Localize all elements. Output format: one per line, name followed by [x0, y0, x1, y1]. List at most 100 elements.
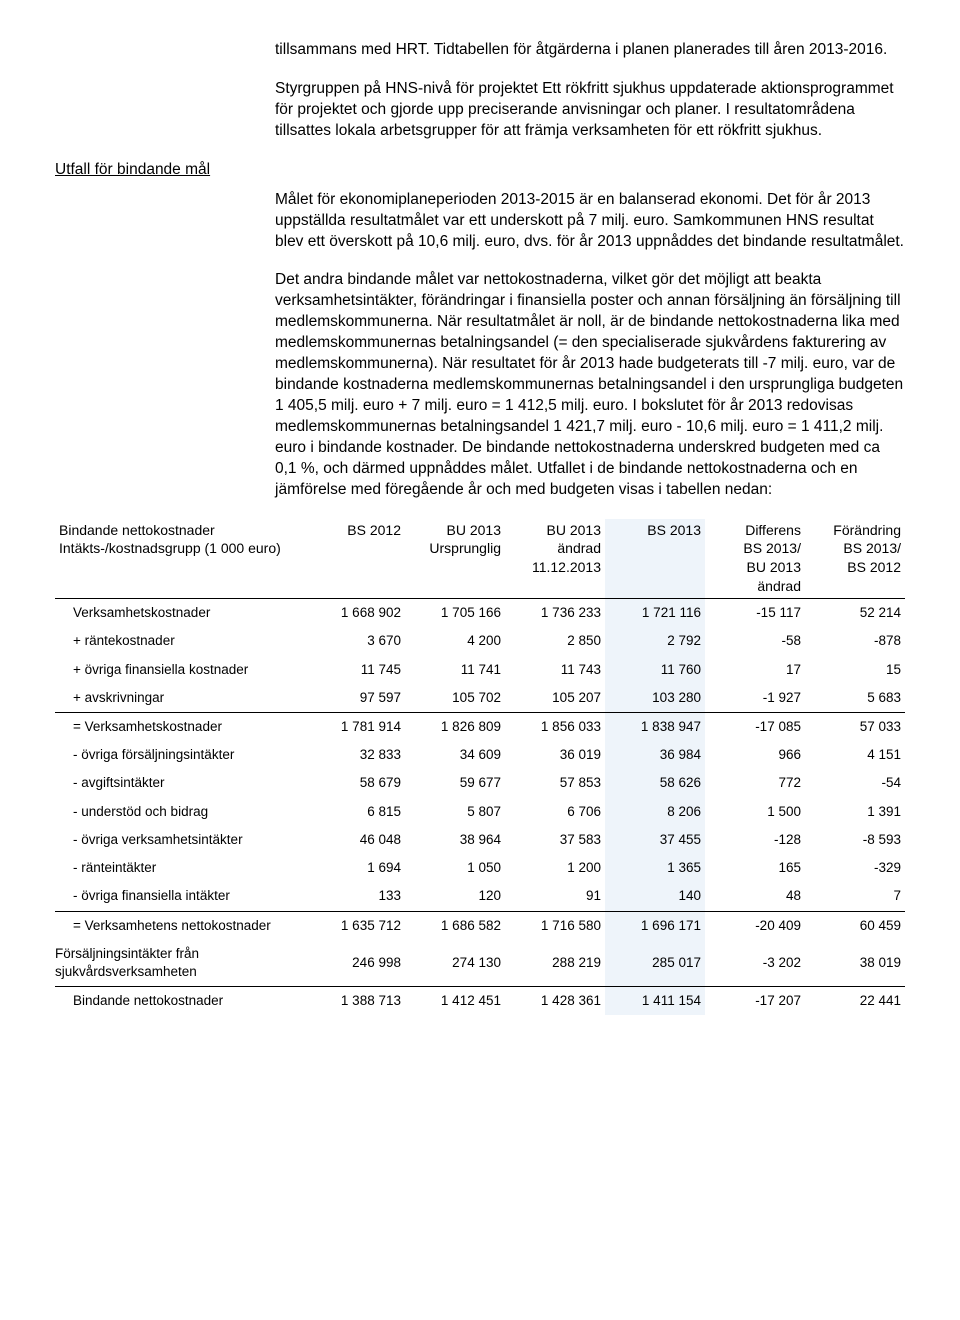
- row-label: = Verksamhetskostnader: [55, 713, 305, 742]
- row-value: 6 706: [505, 798, 605, 826]
- header-forandring: Förändring BS 2013/ BS 2012: [805, 519, 905, 599]
- row-value: -329: [805, 854, 905, 882]
- row-value: -8 593: [805, 826, 905, 854]
- row-value: 1 694: [305, 854, 405, 882]
- row-label: + räntekostnader: [55, 627, 305, 655]
- row-value: 60 459: [805, 911, 905, 940]
- row-label: - understöd och bidrag: [55, 798, 305, 826]
- table-row: - avgiftsintäkter58 67959 67757 85358 62…: [55, 769, 905, 797]
- row-value: 34 609: [405, 741, 505, 769]
- table-row: - understöd och bidrag6 8155 8076 7068 2…: [55, 798, 905, 826]
- header-label: Bindande nettokostnader Intäkts-/kostnad…: [55, 519, 305, 599]
- row-value: 58 626: [605, 769, 705, 797]
- row-value: 59 677: [405, 769, 505, 797]
- row-value: 1 696 171: [605, 911, 705, 940]
- table-row: + räntekostnader3 6704 2002 8502 792-58-…: [55, 627, 905, 655]
- table-row: Försäljningsintäkter från sjukvårdsverks…: [55, 940, 905, 987]
- row-value: 1 856 033: [505, 713, 605, 742]
- row-value: 6 815: [305, 798, 405, 826]
- paragraph-4: Det andra bindande målet var nettokostna…: [275, 270, 905, 500]
- row-value: 17: [705, 656, 805, 684]
- row-value: 8 206: [605, 798, 705, 826]
- row-label: + avskrivningar: [55, 684, 305, 713]
- row-value: 246 998: [305, 940, 405, 987]
- row-value: 1 668 902: [305, 599, 405, 628]
- row-value: 772: [705, 769, 805, 797]
- row-value: 15: [805, 656, 905, 684]
- row-value: -3 202: [705, 940, 805, 987]
- row-value: 1 721 116: [605, 599, 705, 628]
- table-row: - övriga verksamhetsintäkter46 04838 964…: [55, 826, 905, 854]
- header-bs2012: BS 2012: [305, 519, 405, 599]
- row-label: - övriga försäljningsintäkter: [55, 741, 305, 769]
- row-value: 140: [605, 882, 705, 911]
- row-value: 1 635 712: [305, 911, 405, 940]
- row-label: Försäljningsintäkter från sjukvårdsverks…: [55, 940, 305, 987]
- row-value: 4 200: [405, 627, 505, 655]
- row-value: 11 743: [505, 656, 605, 684]
- row-value: -20 409: [705, 911, 805, 940]
- row-value: 32 833: [305, 741, 405, 769]
- row-value: 91: [505, 882, 605, 911]
- row-value: 22 441: [805, 987, 905, 1016]
- row-value: 133: [305, 882, 405, 911]
- row-label: - avgiftsintäkter: [55, 769, 305, 797]
- row-value: 46 048: [305, 826, 405, 854]
- row-value: 37 583: [505, 826, 605, 854]
- table-row: + övriga finansiella kostnader11 74511 7…: [55, 656, 905, 684]
- row-value: 11 741: [405, 656, 505, 684]
- row-value: 1 838 947: [605, 713, 705, 742]
- row-value: 48: [705, 882, 805, 911]
- row-value: 1 705 166: [405, 599, 505, 628]
- row-value: 1 716 580: [505, 911, 605, 940]
- row-value: 966: [705, 741, 805, 769]
- row-value: 1 826 809: [405, 713, 505, 742]
- header-bu2013-andrad: BU 2013 ändrad 11.12.2013: [505, 519, 605, 599]
- row-label: Bindande nettokostnader: [55, 987, 305, 1016]
- row-value: 105 207: [505, 684, 605, 713]
- paragraph-1: tillsammans med HRT. Tidtabellen för åtg…: [275, 40, 905, 61]
- row-value: 3 670: [305, 627, 405, 655]
- row-value: 1 686 582: [405, 911, 505, 940]
- table-row: = Verksamhetskostnader1 781 9141 826 809…: [55, 713, 905, 742]
- table-body: Verksamhetskostnader1 668 9021 705 166 1 …: [55, 599, 905, 1016]
- row-value: 11 760: [605, 656, 705, 684]
- row-value: 38 019: [805, 940, 905, 987]
- row-value: -17 207: [705, 987, 805, 1016]
- row-value: 36 019: [505, 741, 605, 769]
- row-value: -17 085: [705, 713, 805, 742]
- table-row: - övriga försäljningsintäkter32 83334 60…: [55, 741, 905, 769]
- row-value: -878: [805, 627, 905, 655]
- row-value: 1 781 914: [305, 713, 405, 742]
- row-label: Verksamhetskostnader: [55, 599, 305, 628]
- header-bu2013-ursprung: BU 2013 Ursprunglig: [405, 519, 505, 599]
- row-value: 1 200: [505, 854, 605, 882]
- row-value: 274 130: [405, 940, 505, 987]
- row-value: 1 388 713: [305, 987, 405, 1016]
- table-row: + avskrivningar97 597105 702105 207103 2…: [55, 684, 905, 713]
- row-label: = Verksamhetens nettokostnader: [55, 911, 305, 940]
- row-value: 2 850: [505, 627, 605, 655]
- row-value: 4 151: [805, 741, 905, 769]
- row-value: 97 597: [305, 684, 405, 713]
- row-value: 58 679: [305, 769, 405, 797]
- row-value: 288 219: [505, 940, 605, 987]
- row-value: 11 745: [305, 656, 405, 684]
- paragraph-3: Målet för ekonomiplaneperioden 2013-2015…: [275, 190, 905, 253]
- table-row: - ränteintäkter1 6941 0501 2001 365165-3…: [55, 854, 905, 882]
- row-label: - övriga verksamhetsintäkter: [55, 826, 305, 854]
- row-value: 1 365: [605, 854, 705, 882]
- row-value: -54: [805, 769, 905, 797]
- row-value: 57 853: [505, 769, 605, 797]
- row-value: -15 117: [705, 599, 805, 628]
- row-value: 57 033: [805, 713, 905, 742]
- row-value: 36 984: [605, 741, 705, 769]
- row-value: 120: [405, 882, 505, 911]
- side-heading-utfall: Utfall för bindande mål: [55, 160, 210, 181]
- row-label: - övriga finansiella intäkter: [55, 882, 305, 911]
- row-value: -128: [705, 826, 805, 854]
- row-value: 1 411 154: [605, 987, 705, 1016]
- paragraph-2: Styrgruppen på HNS-nivå för projektet Et…: [275, 79, 905, 142]
- row-value: 1 500: [705, 798, 805, 826]
- row-value: 5 807: [405, 798, 505, 826]
